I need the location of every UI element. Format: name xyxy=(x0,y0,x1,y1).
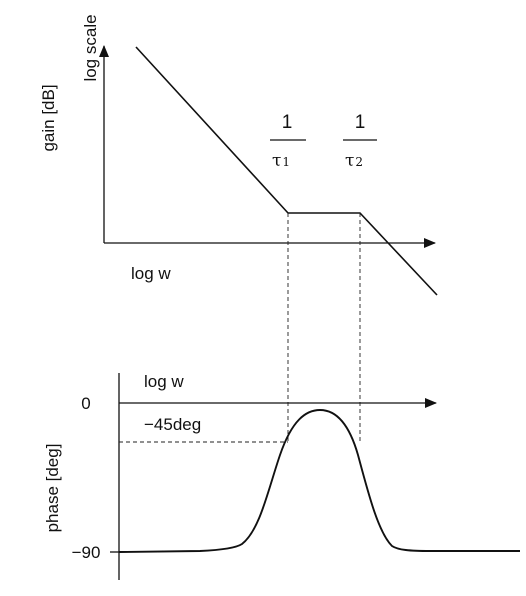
phase-tick-zero: 0 xyxy=(81,394,90,413)
phase-x-axis-label: log w xyxy=(144,372,184,391)
gain-plot: gain [dB] log scale log w 1 τ1 1 τ2 xyxy=(39,14,438,296)
phase-y-axis-label: phase [deg] xyxy=(43,444,62,533)
break-frequency-1-label: 1 τ1 xyxy=(270,112,306,171)
gain-y-axis-scale-label: log scale xyxy=(81,14,100,81)
phase-response-curve xyxy=(118,409,520,553)
svg-text:1: 1 xyxy=(355,112,366,133)
gain-x-axis-label: log w xyxy=(131,264,171,283)
minus45-annotation: −45deg xyxy=(144,415,201,434)
phase-tick-minus90: −90 xyxy=(72,543,101,562)
svg-text:τ1: τ1 xyxy=(272,151,290,171)
svg-text:1: 1 xyxy=(282,112,293,133)
gain-asymptote-curve xyxy=(135,46,438,296)
break-frequency-2-label: 1 τ2 xyxy=(343,112,377,171)
svg-text:τ2: τ2 xyxy=(345,151,363,171)
phase-plot: 0 −90 log w −45deg phase [deg] xyxy=(43,372,520,580)
gain-y-axis-label: gain [dB] xyxy=(39,84,58,151)
